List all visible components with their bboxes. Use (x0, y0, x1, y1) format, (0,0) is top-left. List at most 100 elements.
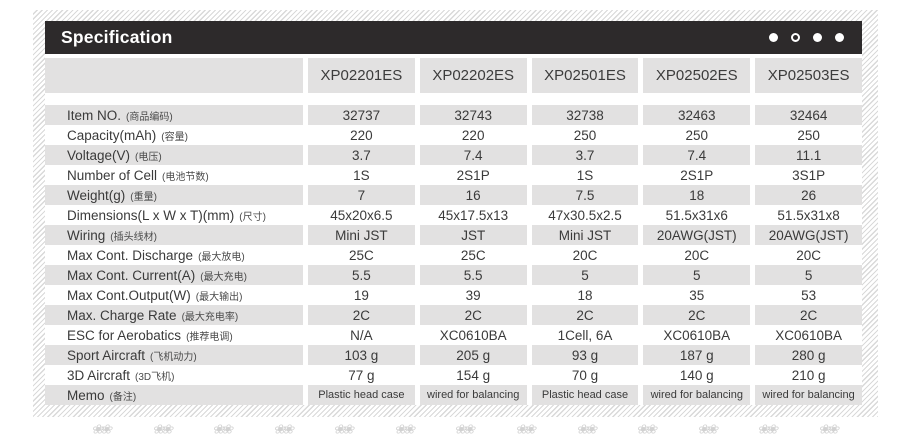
spec-cell: 7 (308, 185, 415, 205)
spec-cell: 20C (572, 247, 598, 263)
spec-cell: 11.1 (755, 145, 862, 165)
spec-cell: wired for balancing (419, 385, 527, 405)
spec-cell: 32743 (419, 105, 527, 125)
row-label-chinese: (电压) (135, 151, 162, 163)
spec-cell: 19 (353, 287, 369, 303)
row-label-text: Max Cont. Discharge (67, 247, 194, 263)
spec-row: Capacity(mAh) (容量) 220 220 250 250 250 (45, 125, 862, 145)
spec-row: Wiring (插头线材) Mini JST JST Mini JST 20AWG(JST… (45, 225, 862, 245)
spec-cell: 53 (801, 287, 817, 303)
spec-cell: 20C (796, 247, 821, 263)
spec-cell: Plastic head case (531, 385, 639, 405)
specification-card: Specification XP02201ES XP02202ES XP02501E… (45, 21, 862, 405)
spec-cell: JST (419, 225, 527, 245)
spec-cell: 35 (689, 287, 705, 303)
row-label-chinese: (尺寸) (239, 211, 266, 223)
row-label-chinese: (最大充电率) (181, 311, 239, 323)
row-label-chinese: (最大充电) (200, 271, 247, 283)
spec-row: Number of Cell (电池节数) 1S 2S1P 1S 2S1P 3S1P (45, 165, 862, 185)
spec-cell: 5.5 (419, 265, 527, 285)
flower-cluster-icon: ❀❀ (453, 421, 475, 437)
spec-cell: 16 (419, 185, 527, 205)
row-label: Max Cont.Output(W) (最大输出) (45, 285, 303, 305)
page-dot-icon[interactable] (813, 33, 822, 42)
row-label: Sport Aircraft (飞机动力) (45, 345, 303, 365)
flower-cluster-icon: ❀❀ (151, 421, 172, 437)
row-label-text: Number of Cell (67, 167, 158, 183)
flower-cluster-icon: ❀❀ (90, 421, 111, 437)
spec-row: 3D Aircraft (3D飞机) 77 g 154 g 70 g 140 g 210 g (45, 365, 862, 385)
spec-cell: 77 g (348, 367, 375, 383)
row-label-chinese: (推荐电调) (186, 331, 233, 343)
row-label-text: Max Cont.Output(W) (67, 287, 191, 303)
spec-row: Item NO. (商品编码) 32737 32743 32738 32463 32464 (45, 105, 862, 125)
row-label-text: Memo (67, 387, 105, 403)
page-title: Specification (61, 27, 173, 47)
spec-cell: 5.5 (308, 265, 415, 285)
footer-motif-row: ❀❀ ❀❀ ❀❀ ❀❀ ❀❀ ❀❀ ❀❀ ❀❀ ❀❀ ❀❀ ❀❀ ❀❀ ❀❀ (90, 416, 837, 442)
spec-table: Item NO. (商品编码) 32737 32743 32738 32463 32464 C… (45, 105, 862, 405)
row-label-text: Sport Aircraft (67, 347, 146, 363)
spec-cell: 70 g (571, 367, 599, 383)
spec-cell: 20AWG(JST) (643, 225, 751, 245)
row-label-chinese: (电池节数) (162, 171, 209, 183)
row-label: Weight(g) (重量) (45, 185, 303, 205)
spec-cell: XC0610BA (663, 327, 731, 343)
spec-cell: 103 g (308, 345, 415, 365)
spec-cell: 39 (465, 287, 481, 303)
spec-row: Memo (备注) Plastic head case wired for balan… (45, 385, 862, 405)
row-label: Number of Cell (电池节数) (45, 165, 303, 185)
row-label-text: 3D Aircraft (67, 367, 131, 383)
row-label-text: Voltage(V) (67, 147, 131, 163)
spec-cell: 26 (755, 185, 862, 205)
spec-cell: 20AWG(JST) (755, 225, 862, 245)
spec-cell: 250 (797, 127, 820, 143)
row-label: ESC for Aerobatics (推荐电调) (45, 325, 303, 345)
row-label-chinese: (商品编码) (126, 111, 173, 123)
row-label-chinese: (最大放电) (198, 251, 245, 263)
spec-cell: 280 g (755, 345, 862, 365)
spec-cell: XC0610BA (775, 327, 842, 343)
spec-cell: 3.7 (308, 145, 415, 165)
row-label: Memo (备注) (45, 385, 303, 405)
spec-cell: 250 (685, 127, 709, 143)
spec-cell: 32463 (643, 105, 751, 125)
flower-cluster-icon: ❀❀ (696, 421, 717, 437)
row-label-text: Dimensions(L x W x T)(mm) (67, 207, 235, 223)
spec-cell: N/A (350, 327, 373, 343)
column-header-xp02502es: XP02502ES (643, 58, 751, 93)
spec-cell: 5 (643, 265, 751, 285)
row-label-text: Item NO. (67, 107, 122, 123)
row-label: Max Cont. Discharge (最大放电) (45, 245, 303, 265)
flower-cluster-icon: ❀❀ (635, 421, 656, 437)
row-label-text: Capacity(mAh) (67, 127, 157, 143)
row-label-chinese: (容量) (161, 131, 188, 143)
spec-cell: 2C (643, 305, 751, 325)
spec-cell: 3S1P (792, 167, 826, 183)
spec-cell: 47x30.5x2.5 (548, 207, 622, 223)
spec-cell: 2S1P (456, 167, 490, 183)
carousel-dots (769, 33, 844, 42)
spec-cell: 7.4 (643, 145, 751, 165)
page-dot-outline-icon[interactable] (791, 33, 800, 42)
spec-cell: 51.5x31x8 (777, 207, 840, 223)
row-label-text: Max. Charge Rate (67, 307, 177, 323)
spec-cell: 7.5 (531, 185, 639, 205)
spec-cell: 5 (755, 265, 862, 285)
spec-row: Max Cont.Output(W) (最大输出) 19 39 18 35 53 (45, 285, 862, 305)
spec-cell: Mini JST (308, 225, 415, 245)
spec-cell: 7.4 (419, 145, 527, 165)
flower-cluster-icon: ❀❀ (756, 421, 777, 437)
spec-cell: 18 (643, 185, 751, 205)
spec-cell: 2C (419, 305, 527, 325)
page-dot-icon[interactable] (769, 33, 778, 42)
spec-cell: 18 (577, 287, 593, 303)
spec-cell: 220 (350, 127, 373, 143)
column-header-xp02201es: XP02201ES (308, 58, 415, 93)
row-label: Dimensions(L x W x T)(mm) (尺寸) (45, 205, 303, 225)
spec-cell: 210 g (791, 367, 826, 383)
row-label-chinese: (飞机动力) (150, 351, 197, 363)
column-header-xp02503es: XP02503ES (755, 58, 862, 93)
spec-cell: 51.5x31x6 (665, 207, 728, 223)
page-dot-icon[interactable] (835, 33, 844, 42)
